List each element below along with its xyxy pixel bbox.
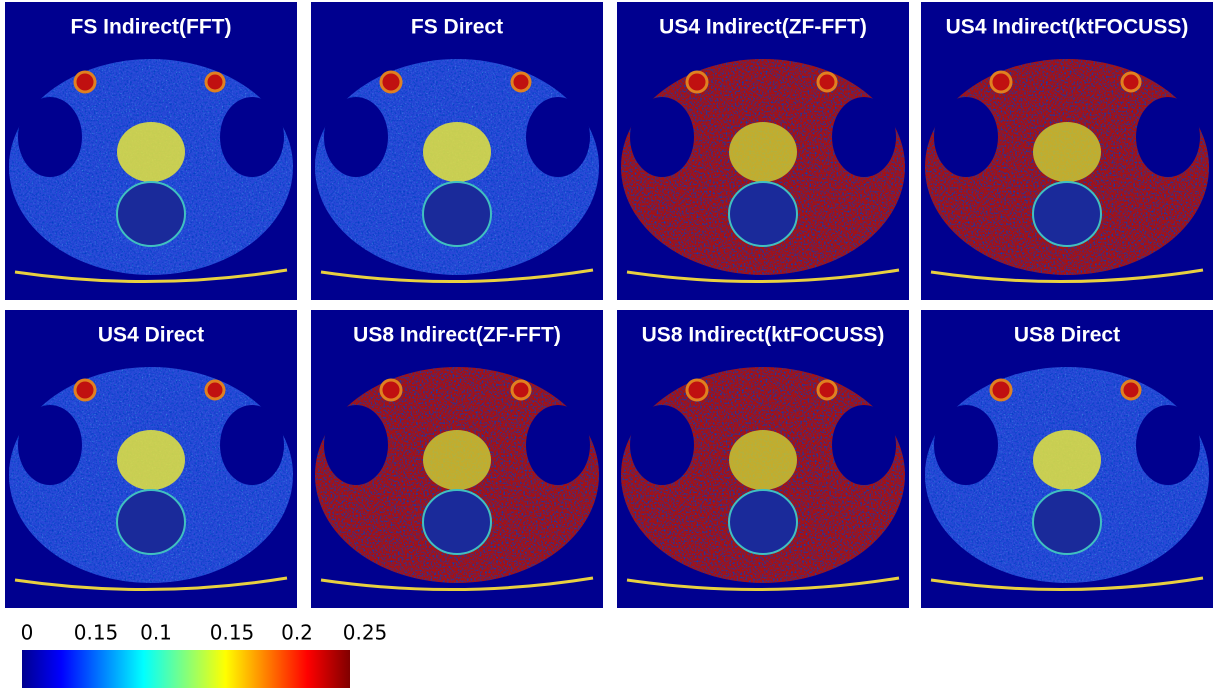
rectum [423, 182, 491, 246]
hip-right [526, 97, 590, 177]
prostate [1033, 430, 1101, 490]
prostate [117, 430, 185, 490]
prostate [729, 122, 797, 182]
vessel [991, 380, 1011, 400]
panel-title: US8 Indirect(ZF-FFT) [353, 324, 561, 347]
hip-right [832, 97, 896, 177]
hip-left [934, 405, 998, 485]
vessel [687, 380, 707, 400]
colorbar-label: 0.25 [343, 621, 388, 645]
vessel [75, 72, 95, 92]
hip-right [1136, 405, 1200, 485]
vessel [818, 381, 836, 399]
hip-right [832, 405, 896, 485]
prostate [423, 122, 491, 182]
hip-left [630, 97, 694, 177]
figure: FS Indirect(FFT) FS Direct US4 Indirect(ZF… [0, 0, 1213, 689]
hip-right [1136, 97, 1200, 177]
hip-left [324, 97, 388, 177]
colorbar-label: 0.2 [281, 621, 313, 645]
rectum [117, 490, 185, 554]
prostate [117, 122, 185, 182]
panel: US4 Indirect(ktFOCUSS) [921, 2, 1213, 300]
panel: US8 Direct [921, 310, 1213, 608]
colorbar-label: 0.1 [140, 621, 172, 645]
vessel [1122, 73, 1140, 91]
hip-left [934, 97, 998, 177]
panel-title: US4 Indirect(ZF-FFT) [659, 16, 867, 39]
rectum [1033, 182, 1101, 246]
panel-title: US4 Direct [98, 324, 204, 347]
vessel [206, 73, 224, 91]
vessel [75, 380, 95, 400]
hip-left [324, 405, 388, 485]
panel-title: US4 Indirect(ktFOCUSS) [946, 16, 1189, 39]
panel: FS Direct [311, 2, 603, 300]
prostate [1033, 122, 1101, 182]
colorbar-label: 0.15 [74, 621, 119, 645]
hip-right [526, 405, 590, 485]
colorbar: 0 0.15 0.1 0.15 0.2 0.25 [21, 621, 388, 689]
panel: US4 Indirect(ZF-FFT) [617, 2, 909, 300]
rectum [117, 182, 185, 246]
vessel [1122, 381, 1140, 399]
panel: US4 Direct [5, 310, 297, 608]
vessel [818, 73, 836, 91]
prostate [729, 430, 797, 490]
prostate [423, 430, 491, 490]
colorbar-gradient [22, 650, 350, 688]
panel-grid: FS Indirect(FFT) FS Direct US4 Indirect(ZF… [5, 2, 1213, 608]
vessel [512, 73, 530, 91]
vessel [991, 72, 1011, 92]
rectum [729, 182, 797, 246]
panel-title: FS Indirect(FFT) [71, 16, 232, 39]
rectum [423, 490, 491, 554]
hip-left [630, 405, 694, 485]
panel-title: US8 Direct [1014, 324, 1120, 347]
hip-left [18, 405, 82, 485]
vessel [381, 72, 401, 92]
colorbar-label: 0.15 [210, 621, 255, 645]
panel: FS Indirect(FFT) [5, 2, 297, 300]
panel: US8 Indirect(ZF-FFT) [311, 310, 603, 608]
vessel [206, 381, 224, 399]
hip-right [220, 97, 284, 177]
vessel [687, 72, 707, 92]
hip-right [220, 405, 284, 485]
rectum [729, 490, 797, 554]
panel: US8 Indirect(ktFOCUSS) [617, 310, 909, 608]
colorbar-label: 0 [21, 621, 34, 645]
panel-title: FS Direct [411, 16, 503, 39]
panel-title: US8 Indirect(ktFOCUSS) [642, 324, 885, 347]
vessel [512, 381, 530, 399]
rectum [1033, 490, 1101, 554]
hip-left [18, 97, 82, 177]
vessel [381, 380, 401, 400]
